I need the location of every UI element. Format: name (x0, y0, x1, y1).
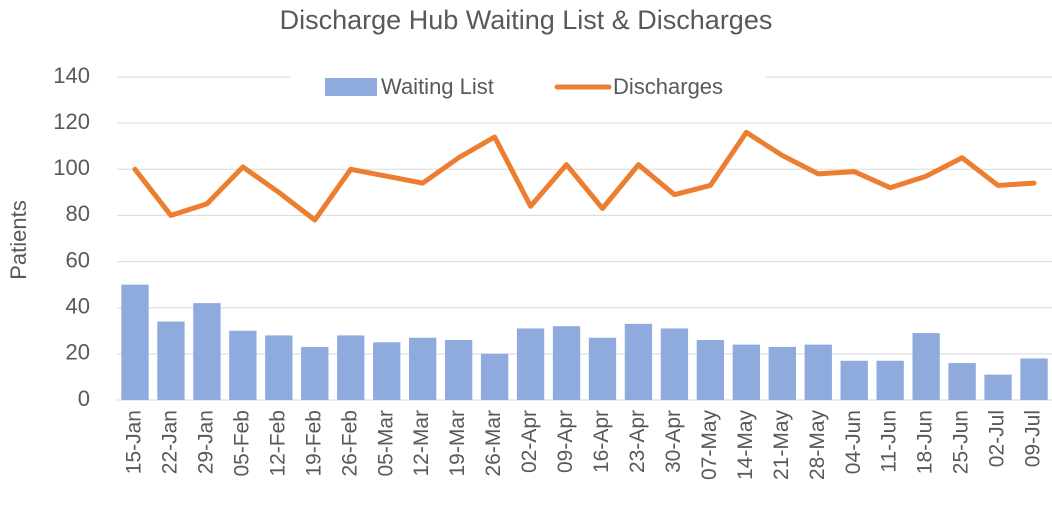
bar (696, 340, 725, 400)
x-tick-label: 23-Apr (626, 410, 649, 473)
bar (588, 337, 617, 400)
x-tick-label: 09-Apr (554, 410, 577, 473)
bar (732, 344, 760, 400)
x-tick-label: 26-Mar (482, 410, 505, 477)
bar (840, 360, 868, 400)
bar (193, 303, 221, 400)
bar (229, 330, 257, 400)
x-tick-label: 21-May (770, 410, 793, 481)
bar (660, 328, 689, 400)
bar (876, 360, 904, 400)
bar (768, 346, 796, 400)
x-tick-label: 25-Jun (950, 410, 973, 474)
y-tick-label: 0 (78, 386, 90, 411)
line (132, 129, 1037, 223)
x-tick-label: 09-Jul (1022, 410, 1045, 467)
y-tick-label: 80 (66, 201, 90, 226)
x-tick-label: 29-Jan (194, 410, 217, 474)
x-tick-label: 18-Jun (914, 410, 937, 474)
bar (516, 328, 545, 400)
x-tick-label: 28-May (806, 410, 829, 481)
x-tick-label: 19-Feb (302, 410, 325, 477)
legend-label: Waiting List (381, 74, 494, 99)
y-tick-label: 100 (53, 155, 90, 180)
bar (480, 353, 509, 400)
bar (552, 326, 581, 400)
bar (265, 335, 293, 400)
bar (121, 284, 149, 400)
x-tick-label: 05-Feb (230, 410, 253, 477)
bar (337, 335, 365, 400)
bar (984, 374, 1012, 400)
bar (373, 342, 401, 400)
x-tick-label: 02-Apr (518, 410, 541, 473)
x-tick-label: 16-Apr (590, 410, 613, 473)
bar (409, 337, 437, 400)
y-tick-label: 140 (53, 63, 90, 88)
bar (301, 346, 329, 400)
bar (624, 323, 653, 400)
x-tick-label: 26-Feb (338, 410, 361, 477)
bar (912, 333, 940, 400)
y-tick-label: 20 (66, 340, 90, 365)
y-tick-label: 120 (53, 109, 90, 134)
x-tick-label: 30-Apr (662, 410, 685, 473)
x-tick-label: 12-Mar (410, 410, 433, 477)
legend-label: Discharges (613, 74, 723, 99)
y-axis-label: Patients (6, 200, 31, 280)
x-tick-label: 04-Jun (842, 410, 865, 474)
bar (804, 344, 832, 400)
bar (948, 363, 976, 400)
x-tick-label: 22-Jan (158, 410, 181, 474)
bar (444, 340, 473, 400)
x-tick-label: 15-Jan (123, 410, 146, 474)
y-tick-label: 60 (66, 247, 90, 272)
chart-title: Discharge Hub Waiting List & Discharges (280, 5, 773, 35)
legend-swatch (325, 78, 377, 96)
x-tick-label: 11-Jun (878, 410, 901, 473)
x-tick-label: 02-Jul (986, 410, 1009, 467)
x-tick-label: 12-Feb (266, 410, 289, 477)
x-tick-label: 19-Mar (446, 410, 469, 477)
x-tick-label: 05-Mar (374, 410, 397, 477)
y-tick-label: 40 (66, 294, 90, 319)
bar (157, 321, 185, 400)
x-tick-label: 07-May (698, 410, 721, 481)
x-tick-label: 14-May (734, 410, 757, 481)
bar (1020, 358, 1048, 400)
